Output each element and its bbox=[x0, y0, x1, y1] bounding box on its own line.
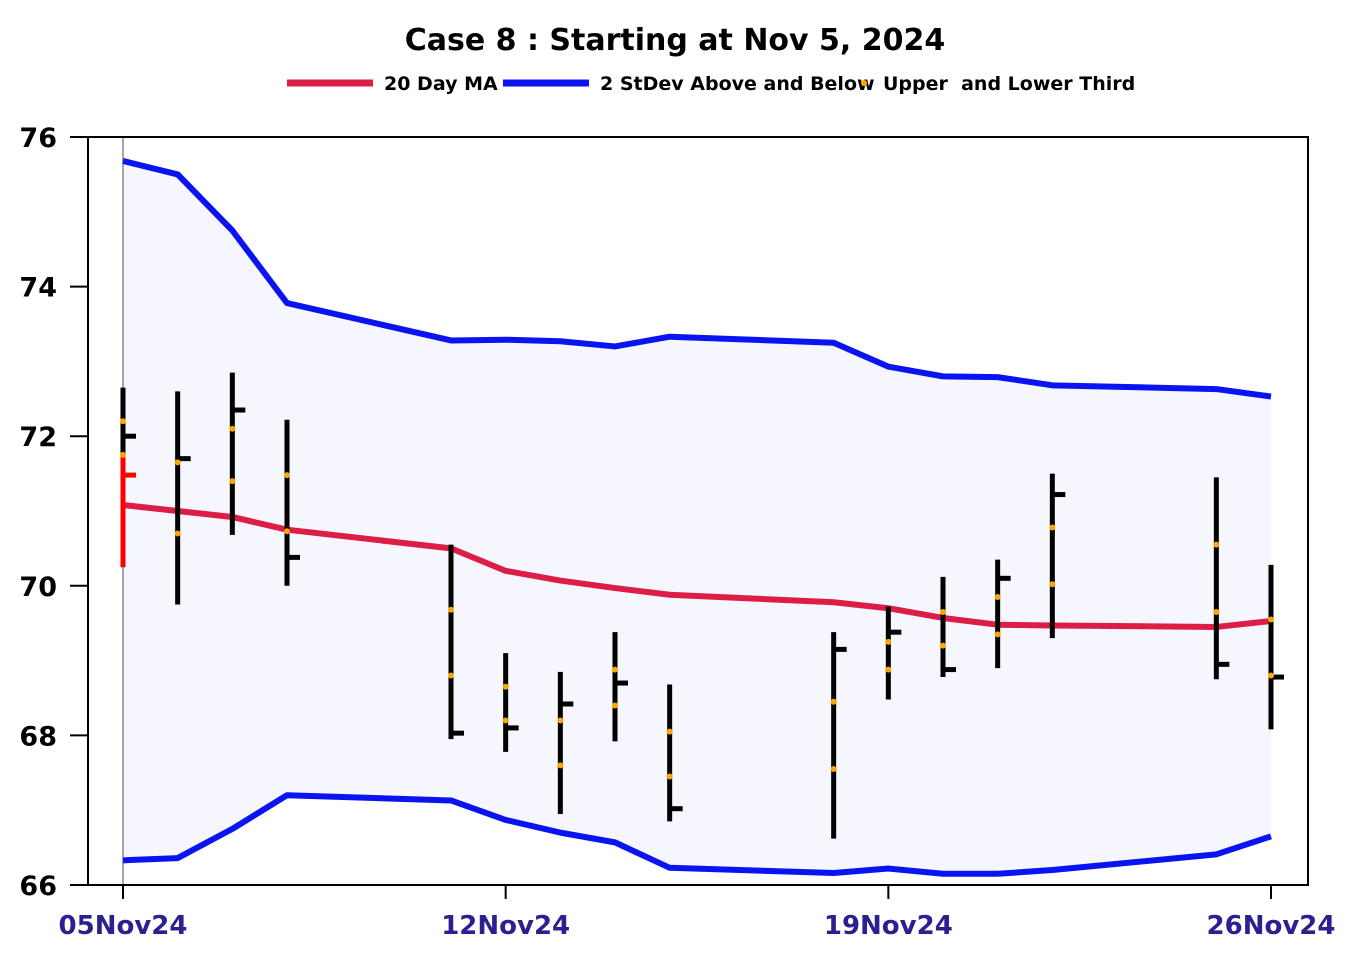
legend: 20 Day MA 2 StDev Above and Below Upper … bbox=[287, 73, 1135, 95]
lower-third-dot bbox=[1213, 608, 1220, 615]
plot-frame bbox=[87, 136, 1309, 886]
upper-third-dot bbox=[557, 717, 564, 724]
y-tick-label: 68 bbox=[19, 721, 57, 752]
x-tick-label: 12Nov24 bbox=[441, 911, 570, 941]
upper-third-dot bbox=[830, 698, 837, 705]
lower-third-dot bbox=[557, 762, 564, 769]
y-tick-label: 76 bbox=[19, 123, 57, 154]
x-tick-label: 05Nov24 bbox=[59, 911, 188, 941]
lower-third-dot bbox=[830, 766, 837, 773]
lower-band-line bbox=[122, 792, 1272, 877]
lower-third-dot bbox=[612, 702, 618, 709]
lower-third-dot bbox=[502, 717, 509, 724]
band-fill bbox=[123, 160, 1271, 874]
upper-band-line bbox=[122, 158, 1272, 400]
upper-third-dot bbox=[229, 425, 236, 432]
lower-third-dot bbox=[284, 528, 290, 535]
upper-third-dot bbox=[940, 608, 946, 615]
legend-label-ma: 20 Day MA bbox=[384, 73, 498, 95]
upper-third-dot bbox=[612, 666, 618, 673]
y-tick-label: 74 bbox=[19, 273, 57, 304]
upper-third-dot bbox=[1213, 541, 1220, 548]
upper-third-dot bbox=[174, 459, 181, 466]
x-tick-label: 26Nov24 bbox=[1207, 911, 1336, 941]
upper-third-dot bbox=[666, 728, 673, 735]
legend-swatch-third bbox=[861, 80, 867, 86]
legend-label-third: Upper and Lower Third bbox=[883, 73, 1135, 95]
upper-third-dot bbox=[502, 683, 509, 690]
lower-third-dot bbox=[994, 631, 1001, 638]
upper-third-dot bbox=[120, 418, 126, 425]
y-tick-label: 66 bbox=[19, 871, 57, 902]
y-tick-label: 72 bbox=[19, 422, 57, 453]
chart-title: Case 8 : Starting at Nov 5, 2024 bbox=[405, 23, 946, 58]
upper-third-dot bbox=[994, 594, 1001, 601]
lower-third-dot bbox=[174, 530, 181, 537]
lower-third-dot bbox=[940, 642, 946, 649]
lower-third-dot bbox=[448, 672, 454, 679]
lower-third-dot bbox=[666, 773, 673, 780]
ma-line bbox=[122, 502, 1272, 630]
upper-third-dot bbox=[1049, 524, 1056, 531]
lower-third-dot bbox=[885, 666, 892, 673]
upper-third-dot bbox=[448, 606, 454, 613]
upper-third-dot bbox=[885, 638, 892, 645]
lower-third-dot bbox=[1268, 672, 1274, 679]
upper-third-dot bbox=[1268, 616, 1274, 623]
plot-area: 66 68 70 72 74 76 05Nov24 12Nov24 19Nov24 26Nov24 bbox=[19, 123, 1335, 941]
lower-third-dot bbox=[120, 451, 126, 458]
lower-third-dot bbox=[1049, 581, 1056, 588]
lower-third-dot bbox=[229, 478, 236, 485]
upper-third-dot bbox=[284, 472, 290, 479]
y-tick-label: 70 bbox=[19, 572, 57, 603]
x-tick-label: 19Nov24 bbox=[824, 911, 953, 941]
legend-label-band: 2 StDev Above and Below bbox=[600, 73, 875, 95]
